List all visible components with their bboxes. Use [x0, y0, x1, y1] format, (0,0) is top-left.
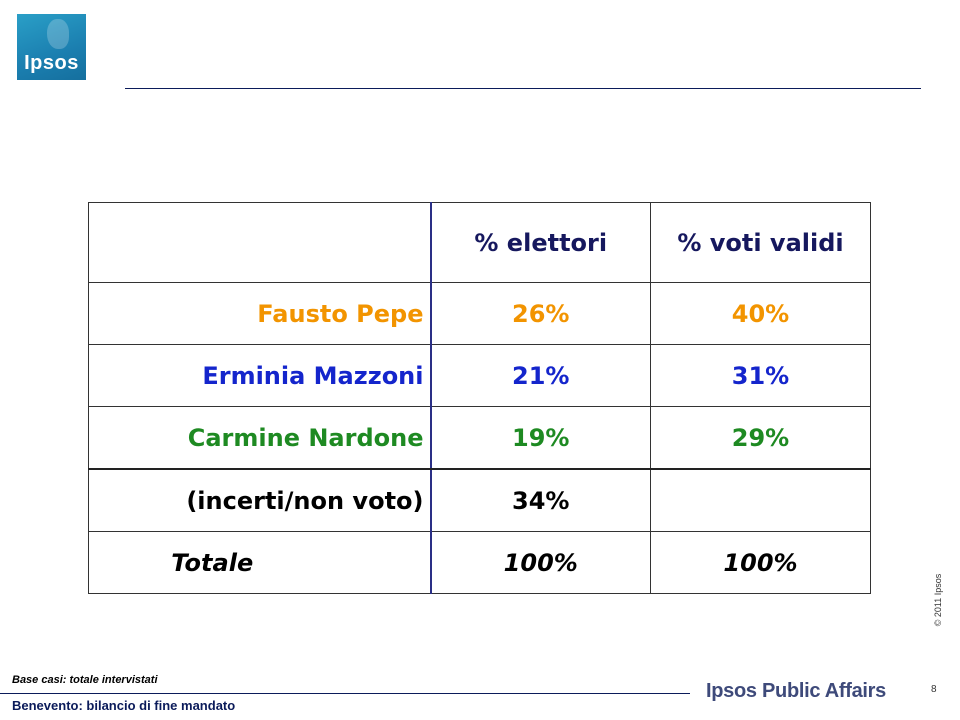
table-row: Carmine Nardone 19% 29% — [88, 406, 871, 470]
row-label: (incerti/non voto) — [88, 468, 432, 532]
header-voti-validi: % voti validi — [650, 202, 871, 283]
value-voti-validi: 40% — [650, 282, 871, 345]
total-elettori: 100% — [430, 531, 651, 594]
base-note: Base casi: totale intervistati — [12, 674, 158, 686]
value-elettori: 21% — [430, 344, 651, 407]
head-silhouette-icon — [47, 19, 69, 49]
logo-text: Ipsos — [24, 52, 79, 74]
table-header-row: % elettori % voti validi — [88, 202, 871, 283]
bottom-divider — [0, 693, 690, 694]
value-voti-validi: 29% — [650, 406, 871, 470]
value-voti-validi: 31% — [650, 344, 871, 407]
copyright-note: © 2011 Ipsos — [933, 573, 943, 627]
table-row: (incerti/non voto) 34% — [88, 468, 871, 532]
header-empty-cell — [88, 202, 432, 283]
results-table: % elettori % voti validi Fausto Pepe 26%… — [88, 202, 871, 594]
row-label: Erminia Mazzoni — [88, 344, 432, 407]
value-elettori: 26% — [430, 282, 651, 345]
top-divider — [125, 88, 921, 89]
footer-subtitle: Benevento: bilancio di fine mandato — [12, 698, 236, 713]
ipsos-logo: Ipsos — [17, 14, 86, 80]
table-row-total: Totale 100% 100% — [88, 531, 871, 594]
table-row: Erminia Mazzoni 21% 31% — [88, 344, 871, 407]
brand-name: Ipsos Public Affairs — [706, 680, 886, 702]
value-elettori: 34% — [430, 468, 651, 532]
value-voti-validi — [650, 468, 871, 532]
page-number: 8 — [931, 684, 937, 695]
total-voti-validi: 100% — [650, 531, 871, 594]
row-label: Fausto Pepe — [88, 282, 432, 345]
row-label: Carmine Nardone — [88, 406, 432, 470]
table-row: Fausto Pepe 26% 40% — [88, 282, 871, 345]
header-elettori: % elettori — [430, 202, 651, 283]
total-label: Totale — [88, 531, 432, 594]
value-elettori: 19% — [430, 406, 651, 470]
